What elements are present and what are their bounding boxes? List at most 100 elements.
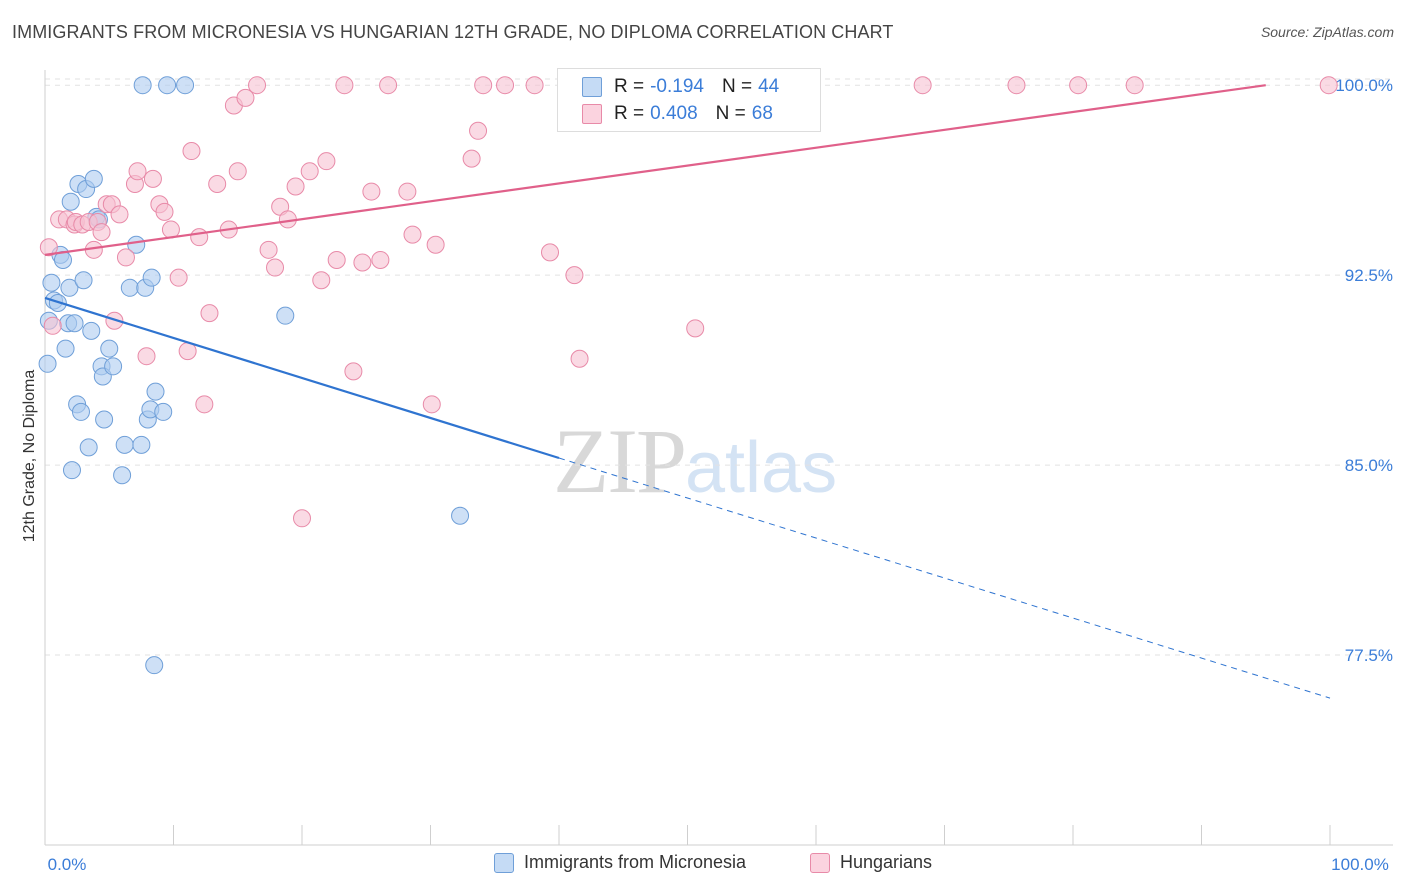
x-tick-label: 100.0% xyxy=(1331,855,1389,874)
micronesia-point xyxy=(120,278,139,297)
micronesia-point xyxy=(62,461,81,480)
hungarian-point xyxy=(327,250,346,269)
micronesia-point xyxy=(42,273,61,292)
legend-n-value: 44 xyxy=(758,76,780,97)
hungarian-point xyxy=(362,182,381,201)
micronesia-point xyxy=(276,306,295,325)
micronesia-point xyxy=(61,192,80,211)
legend-n-label: N = xyxy=(721,76,753,97)
hungarian-point xyxy=(200,304,219,323)
hungarian-point xyxy=(169,268,188,287)
micronesia-point xyxy=(60,278,79,297)
hungarian-point xyxy=(462,149,481,168)
hungarian-point xyxy=(686,319,705,338)
micronesia-point xyxy=(132,435,151,454)
series-legend-micronesia: Immigrants from Micronesia xyxy=(494,852,746,873)
hungarian-point xyxy=(236,88,255,107)
legend-r-value: 0.408 xyxy=(650,103,698,124)
micronesia-point xyxy=(104,357,123,376)
hungarian-point xyxy=(195,395,214,414)
hungarian-point xyxy=(1319,76,1338,95)
micronesia-point xyxy=(38,354,57,373)
hungarian-point xyxy=(39,238,58,257)
hungarian-point xyxy=(565,266,584,285)
hungarian-point xyxy=(92,223,111,242)
y-tick-label: 100.0% xyxy=(1335,76,1393,95)
hungarian-point xyxy=(266,258,285,277)
hungarian-trend-line xyxy=(44,84,1266,256)
hungarian-point xyxy=(286,177,305,196)
series-swatch-blue xyxy=(494,852,514,873)
micronesia-point xyxy=(145,656,164,675)
hungarian-point xyxy=(913,76,932,95)
micronesia-point xyxy=(71,402,90,421)
hungarian-point xyxy=(344,362,363,381)
series-label: Hungarians xyxy=(840,852,933,872)
legend-row-micronesia: R = -0.194 N = 44 xyxy=(582,75,780,99)
hungarian-point xyxy=(208,174,227,193)
hungarian-point xyxy=(426,235,445,254)
micronesia-point xyxy=(176,76,195,95)
hungarian-point xyxy=(525,76,544,95)
watermark-zip: ZIP xyxy=(553,410,687,512)
micronesia-point xyxy=(133,76,152,95)
micronesia-point xyxy=(82,321,101,340)
micronesia-point xyxy=(95,410,114,429)
micronesia-point xyxy=(84,169,103,188)
hungarian-point xyxy=(259,240,278,259)
micronesia-point xyxy=(100,339,119,358)
hungarian-point xyxy=(422,395,441,414)
hungarian-point xyxy=(469,121,488,140)
micronesia-point xyxy=(56,339,75,358)
x-tick-label: 0.0% xyxy=(48,855,87,874)
hungarian-point xyxy=(116,248,135,267)
hungarian-point xyxy=(1069,76,1088,95)
watermark: ZIPatlas xyxy=(553,408,837,514)
hungarian-point xyxy=(248,76,267,95)
micronesia-point xyxy=(74,271,93,290)
hungarian-point xyxy=(155,202,174,221)
micronesia-point xyxy=(115,435,134,454)
hungarian-point xyxy=(137,347,156,366)
hungarian-point xyxy=(1007,76,1026,95)
hungarian-point xyxy=(190,228,209,247)
micronesia-point xyxy=(451,506,470,525)
legend-n-value: 68 xyxy=(751,103,773,124)
series-label: Immigrants from Micronesia xyxy=(524,852,747,872)
series-swatch-pink xyxy=(810,852,830,873)
hungarian-point xyxy=(182,142,201,161)
micronesia-point xyxy=(146,382,165,401)
micronesia-point xyxy=(65,314,84,333)
micronesia-trend-extension xyxy=(558,457,1331,699)
hungarian-point xyxy=(403,225,422,244)
watermark-atlas: atlas xyxy=(685,428,838,508)
y-tick-label: 92.5% xyxy=(1345,266,1393,285)
legend-row-hungarians: R = 0.408 N = 68 xyxy=(582,102,773,126)
chart-title: IMMIGRANTS FROM MICRONESIA VS HUNGARIAN … xyxy=(12,22,894,42)
hungarian-point xyxy=(496,76,515,95)
hungarian-point xyxy=(110,205,129,224)
hungarian-point xyxy=(105,311,124,330)
y-tick-label: 77.5% xyxy=(1345,646,1393,665)
hungarian-point xyxy=(541,243,560,262)
hungarian-point xyxy=(293,509,311,528)
hungarian-point xyxy=(228,162,247,181)
hungarian-point xyxy=(353,253,372,272)
hungarian-point xyxy=(43,316,62,335)
hungarian-point xyxy=(474,76,493,95)
micronesia-point xyxy=(142,268,161,287)
y-tick-label: 85.0% xyxy=(1345,456,1393,475)
hungarian-point xyxy=(1125,76,1144,95)
micronesia-point xyxy=(113,466,132,485)
hungarian-point xyxy=(317,152,336,171)
legend-swatch-blue xyxy=(582,77,602,97)
micronesia-point xyxy=(154,402,173,421)
legend-r-label: R = xyxy=(614,76,645,97)
hungarian-point xyxy=(300,162,319,181)
hungarian-point xyxy=(371,250,390,269)
hungarian-point xyxy=(570,349,589,368)
hungarian-point xyxy=(335,76,354,95)
legend-n-label: N = xyxy=(715,103,746,124)
hungarian-point xyxy=(128,162,147,181)
